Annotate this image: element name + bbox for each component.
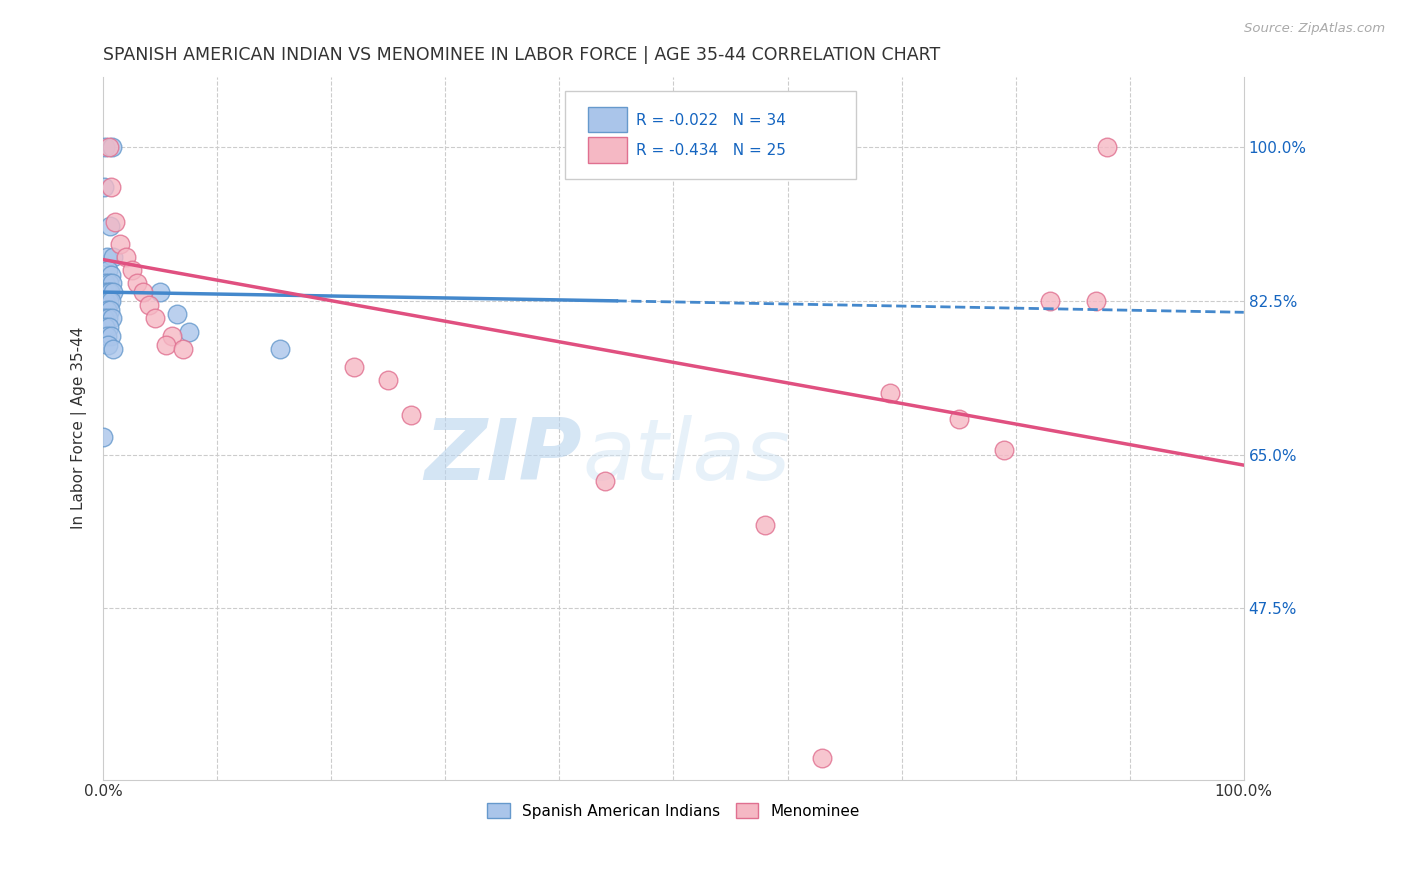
Point	[93, 311, 115, 326]
Text: ZIP: ZIP	[425, 415, 582, 498]
Point	[110, 236, 132, 251]
Point	[269, 342, 291, 356]
Point	[149, 285, 172, 299]
Point	[96, 250, 118, 264]
Legend: Spanish American Indians, Menominee: Spanish American Indians, Menominee	[481, 797, 866, 825]
Point	[101, 311, 124, 326]
Point	[100, 179, 122, 194]
Point	[98, 219, 121, 234]
Point	[93, 285, 115, 299]
Point	[100, 329, 122, 343]
Point	[172, 342, 194, 356]
Text: SPANISH AMERICAN INDIAN VS MENOMINEE IN LABOR FORCE | AGE 35-44 CORRELATION CHAR: SPANISH AMERICAN INDIAN VS MENOMINEE IN …	[103, 46, 941, 64]
Point	[343, 359, 366, 374]
FancyBboxPatch shape	[565, 91, 856, 178]
FancyBboxPatch shape	[588, 107, 627, 132]
Point	[97, 263, 120, 277]
Point	[96, 302, 118, 317]
Point	[97, 320, 120, 334]
Point	[1084, 293, 1107, 308]
Point	[97, 285, 120, 299]
Point	[94, 140, 117, 154]
Point	[96, 329, 118, 343]
Point	[101, 140, 124, 154]
Point	[1039, 293, 1062, 308]
Text: Source: ZipAtlas.com: Source: ZipAtlas.com	[1244, 22, 1385, 36]
Point	[94, 320, 117, 334]
Point	[103, 285, 125, 299]
Point	[97, 293, 120, 308]
Point	[1095, 140, 1118, 154]
Point	[97, 140, 120, 154]
Point	[810, 750, 832, 764]
Point	[98, 285, 121, 299]
Point	[127, 277, 149, 291]
Point	[103, 342, 125, 356]
Point	[100, 293, 122, 308]
Point	[115, 250, 138, 264]
Point	[97, 311, 120, 326]
Point	[94, 293, 117, 308]
Point	[879, 386, 901, 401]
Point	[177, 325, 200, 339]
Point	[993, 443, 1015, 458]
Point	[155, 338, 177, 352]
Point	[97, 338, 120, 352]
Text: atlas: atlas	[582, 415, 790, 498]
Point	[948, 412, 970, 426]
Point	[377, 373, 399, 387]
Point	[754, 517, 776, 532]
Point	[97, 277, 120, 291]
Point	[93, 179, 115, 194]
Y-axis label: In Labor Force | Age 35-44: In Labor Force | Age 35-44	[72, 327, 87, 530]
Point	[101, 277, 124, 291]
Point	[100, 268, 122, 282]
Point	[103, 250, 125, 264]
Point	[91, 430, 114, 444]
Text: R = -0.434   N = 25: R = -0.434 N = 25	[636, 144, 786, 158]
Point	[593, 474, 616, 488]
Point	[94, 277, 117, 291]
FancyBboxPatch shape	[588, 137, 627, 162]
Point	[132, 285, 155, 299]
Point	[98, 302, 121, 317]
Point	[143, 311, 166, 326]
Point	[160, 329, 183, 343]
Point	[166, 307, 188, 321]
Text: R = -0.022   N = 34: R = -0.022 N = 34	[636, 113, 786, 128]
Point	[104, 215, 127, 229]
Point	[399, 408, 422, 422]
Point	[121, 263, 143, 277]
Point	[138, 298, 160, 312]
